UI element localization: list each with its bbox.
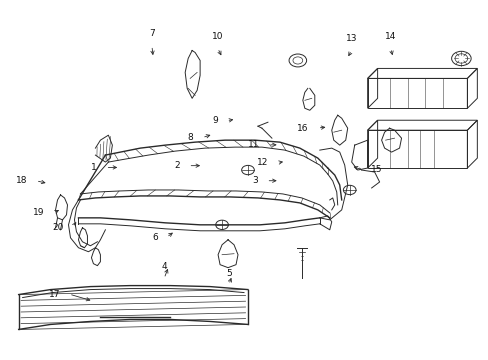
Text: 10: 10 — [211, 32, 223, 41]
Text: 5: 5 — [225, 269, 231, 278]
Text: 9: 9 — [211, 116, 217, 125]
Text: 12: 12 — [257, 158, 268, 167]
Text: 19: 19 — [33, 208, 44, 217]
Text: 2: 2 — [174, 161, 179, 170]
Text: 16: 16 — [297, 123, 308, 132]
Text: 18: 18 — [16, 176, 27, 185]
Text: 8: 8 — [187, 133, 193, 142]
Text: 17: 17 — [49, 289, 60, 298]
Text: 11: 11 — [247, 140, 259, 149]
Text: 14: 14 — [385, 32, 396, 41]
Text: 4: 4 — [161, 262, 166, 271]
Text: 7: 7 — [149, 30, 154, 39]
Text: 15: 15 — [370, 166, 382, 175]
Bar — [367, 78, 467, 108]
Text: 20: 20 — [53, 223, 64, 232]
Bar — [367, 130, 467, 168]
Text: 6: 6 — [152, 233, 158, 242]
Text: 1: 1 — [91, 163, 97, 172]
Text: 13: 13 — [346, 34, 357, 43]
Text: 3: 3 — [251, 176, 257, 185]
